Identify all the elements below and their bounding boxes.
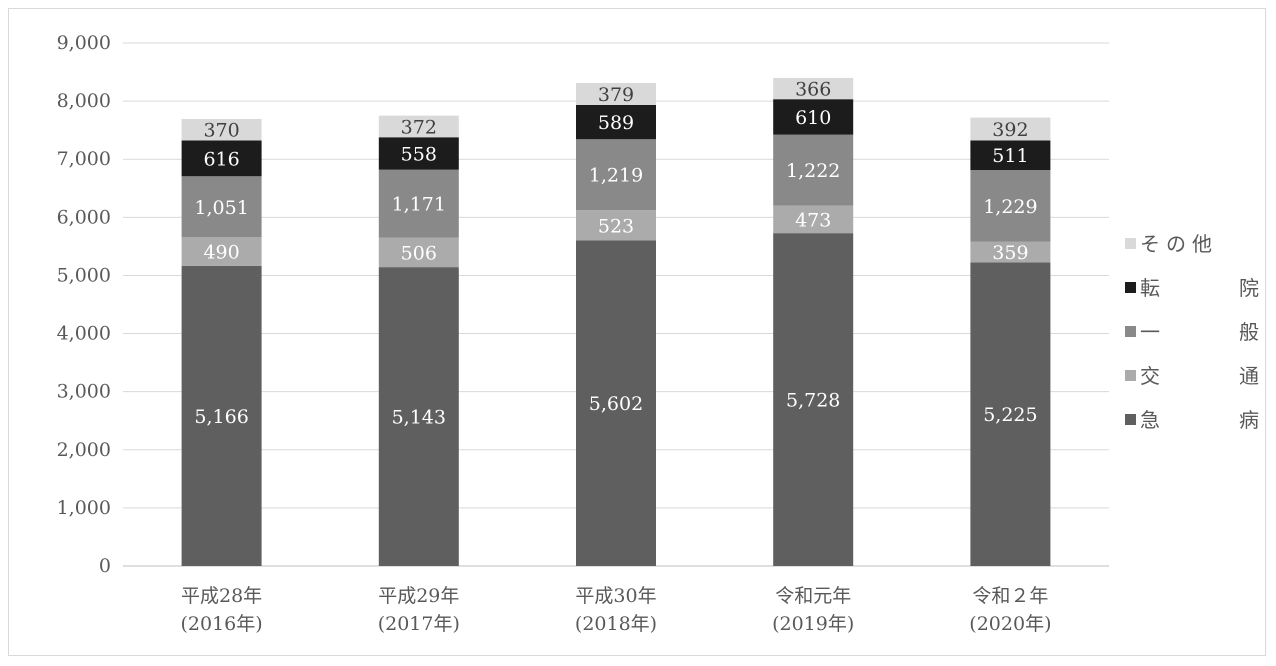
y-axis: 0 1,000 2,000 3,000 4,000 5,000 6,000 7,000 8,00… bbox=[57, 32, 111, 577]
legend-swatch bbox=[1125, 370, 1136, 381]
bar-segment bbox=[773, 99, 854, 135]
y-tick-label: 7,000 bbox=[57, 148, 111, 170]
legend-label: 転 bbox=[1140, 276, 1160, 300]
bar-segment bbox=[378, 137, 459, 170]
data-label: 5,166 bbox=[194, 406, 248, 428]
bar-segment bbox=[378, 169, 459, 238]
y-tick-label: 9,000 bbox=[57, 32, 111, 54]
bar-segment bbox=[970, 241, 1051, 263]
data-label: 589 bbox=[598, 112, 634, 134]
data-label: 558 bbox=[401, 143, 437, 165]
bar-segment bbox=[378, 237, 459, 268]
bar-segment bbox=[181, 176, 262, 238]
bar-segment bbox=[773, 134, 854, 206]
bars bbox=[181, 77, 1051, 567]
data-label: 473 bbox=[795, 209, 831, 231]
bar-segment bbox=[181, 118, 262, 141]
y-tick-label: 1,000 bbox=[57, 497, 111, 519]
y-tick-label: 5,000 bbox=[57, 264, 111, 286]
y-tick-label: 6,000 bbox=[57, 206, 111, 228]
bar-segment bbox=[970, 140, 1051, 171]
data-label: 5,225 bbox=[983, 404, 1037, 426]
x-category-label: 令和元年 bbox=[775, 585, 851, 607]
data-label: 392 bbox=[992, 119, 1028, 141]
x-axis: 平成28年 (2016年) 平成29年 (2017年) 平成30年 (2018年) 令和元年… bbox=[181, 585, 1052, 635]
data-label: 490 bbox=[203, 242, 239, 264]
bar-segment bbox=[181, 265, 262, 566]
bar-segment bbox=[576, 210, 656, 241]
x-category-label: (2018年) bbox=[575, 613, 657, 635]
x-category-label: 平成28年 bbox=[181, 585, 262, 607]
bar-segment bbox=[378, 267, 459, 566]
bar-segment bbox=[773, 77, 854, 100]
bar-segment bbox=[576, 105, 656, 140]
bar-segment bbox=[970, 170, 1051, 242]
bar-segment bbox=[378, 115, 459, 138]
legend-swatch bbox=[1125, 414, 1136, 425]
data-label: 5,143 bbox=[392, 407, 446, 429]
x-category-label: 令和２年 bbox=[972, 585, 1048, 607]
data-label: 1,219 bbox=[589, 165, 643, 187]
x-category-label: 平成30年 bbox=[575, 585, 656, 607]
x-category-label: (2019年) bbox=[772, 613, 854, 635]
legend-label: 通 bbox=[1239, 364, 1259, 388]
data-label: 1,171 bbox=[392, 194, 446, 216]
data-label: 1,229 bbox=[983, 196, 1037, 218]
y-tick-label: 4,000 bbox=[57, 323, 111, 345]
legend-label: 一 bbox=[1140, 320, 1160, 344]
data-label: 359 bbox=[992, 242, 1028, 264]
legend-swatch bbox=[1125, 282, 1136, 293]
legend-label: 急 bbox=[1140, 408, 1160, 432]
data-label: 616 bbox=[203, 148, 239, 170]
x-category-label: (2016年) bbox=[181, 613, 263, 635]
x-category-label: 平成29年 bbox=[378, 585, 459, 607]
bar-segment bbox=[181, 140, 262, 177]
bar-segment bbox=[181, 237, 262, 266]
data-label: 511 bbox=[992, 145, 1028, 167]
legend-label: 交 bbox=[1140, 364, 1160, 388]
data-label: 366 bbox=[795, 79, 831, 101]
y-tick-label: 2,000 bbox=[57, 439, 111, 461]
y-tick-label: 3,000 bbox=[57, 381, 111, 403]
data-label: 5,728 bbox=[786, 390, 840, 412]
legend-label: 院 bbox=[1239, 276, 1259, 300]
data-label: 372 bbox=[401, 116, 437, 138]
legend-label: 般 bbox=[1239, 320, 1259, 344]
data-labels: 5,166 490 1,051 616 370 5,143 506 1,171 558 372 5,… bbox=[194, 79, 1037, 429]
legend-label: 病 bbox=[1239, 408, 1259, 432]
bar-segment bbox=[970, 262, 1051, 566]
bar-segment bbox=[970, 117, 1051, 141]
legend-label: その他 bbox=[1140, 232, 1218, 256]
data-label: 379 bbox=[598, 84, 634, 106]
bar-segment bbox=[773, 233, 854, 566]
y-tick-label: 0 bbox=[99, 555, 111, 577]
x-category-label: (2017年) bbox=[378, 613, 460, 635]
bar-segment bbox=[576, 240, 656, 567]
y-tick-label: 8,000 bbox=[57, 90, 111, 112]
data-label: 1,051 bbox=[194, 197, 248, 219]
legend-swatch bbox=[1125, 238, 1136, 249]
chart-frame: 0 1,000 2,000 3,000 4,000 5,000 6,000 7,000 8,00… bbox=[8, 8, 1266, 656]
bar-segment bbox=[576, 139, 656, 211]
data-label: 5,602 bbox=[589, 393, 643, 415]
data-label: 610 bbox=[795, 107, 831, 129]
stacked-bar-chart: 0 1,000 2,000 3,000 4,000 5,000 6,000 7,000 8,00… bbox=[57, 32, 1259, 635]
legend-swatch bbox=[1125, 326, 1136, 337]
data-label: 523 bbox=[598, 215, 634, 237]
x-category-label: (2020年) bbox=[969, 613, 1051, 635]
data-label: 1,222 bbox=[786, 160, 840, 182]
bar-segment bbox=[576, 82, 656, 106]
data-label: 370 bbox=[203, 120, 239, 142]
bar-segment bbox=[773, 205, 854, 234]
data-label: 506 bbox=[401, 242, 437, 264]
